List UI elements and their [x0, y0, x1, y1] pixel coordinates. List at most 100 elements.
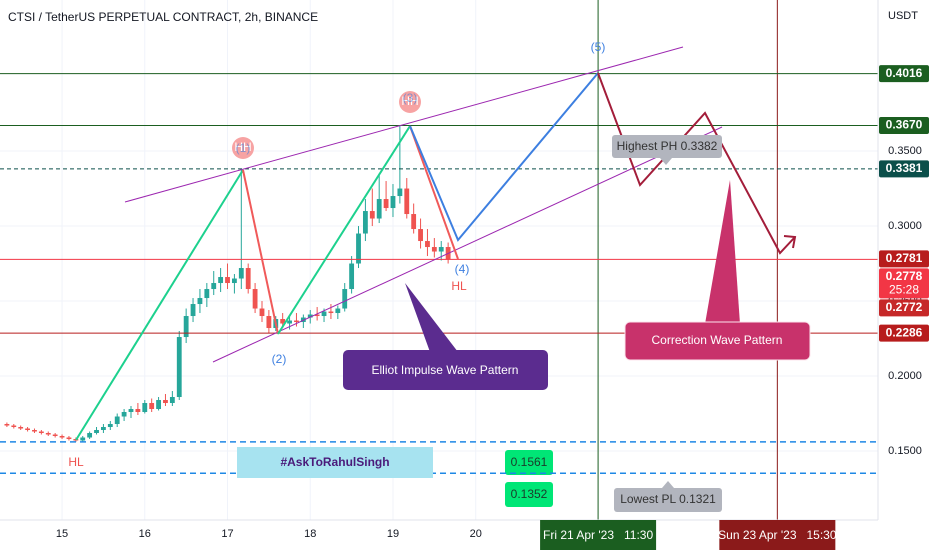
- channel-line: [124, 46, 684, 203]
- candle-body: [218, 277, 224, 284]
- candle-body: [280, 319, 286, 324]
- candle-body: [38, 431, 44, 434]
- impulse-pointer: [405, 283, 458, 352]
- candle-body: [245, 268, 251, 290]
- candle-body: [94, 430, 99, 434]
- hh-label: HH: [401, 94, 418, 108]
- impulse-label: Elliot Impulse Wave Pattern: [372, 363, 519, 377]
- hh-bubble: [232, 137, 254, 159]
- hl-label: HL: [68, 455, 84, 469]
- candle-body: [404, 188, 410, 215]
- candle-body: [4, 424, 10, 426]
- lowest-label: Lowest PL 0.1321: [620, 492, 716, 506]
- candle-body: [231, 278, 237, 284]
- candle-body: [101, 427, 106, 431]
- hl-label: HL: [451, 279, 467, 293]
- time-marker-label: Sun 23 Apr '23 15:30: [718, 528, 837, 542]
- candle-body: [383, 199, 389, 209]
- axes: 0.35000.30000.25000.20000.15001516171819…: [56, 65, 929, 550]
- time-marker-box: [719, 520, 836, 550]
- impulse-box: [343, 350, 548, 390]
- x-tick-label: 17: [221, 528, 233, 540]
- candle-body: [397, 188, 403, 197]
- candle-body: [135, 409, 141, 413]
- highest-pointer: [660, 158, 672, 165]
- highest-box: [612, 135, 722, 158]
- candle-body: [294, 320, 299, 323]
- y-tick-label: 0.3000: [888, 220, 922, 232]
- candle-body: [59, 436, 65, 438]
- candle-body: [328, 311, 334, 314]
- candle-body: [287, 320, 292, 324]
- candle-body: [376, 199, 382, 219]
- wave-label: (3): [403, 91, 418, 105]
- wave-label: (5): [591, 40, 606, 54]
- price-tag-label: 0.3670: [886, 118, 923, 132]
- price-tag-label: 0.2781: [886, 251, 923, 265]
- candle-body: [176, 337, 182, 398]
- level-label: 0.1352: [511, 487, 548, 501]
- time-marker-box: [540, 520, 657, 550]
- currency-label: USDT: [888, 10, 918, 22]
- hh-bubble: [399, 91, 421, 113]
- wave-label: (1): [236, 141, 251, 155]
- countdown-label: 25:28: [889, 283, 919, 297]
- levels: 0.1561 0.1352: [0, 0, 878, 520]
- y-tick-label: 0.2000: [888, 370, 922, 382]
- candle-body: [169, 397, 175, 404]
- candle-body: [204, 289, 210, 299]
- candle-body: [149, 403, 155, 410]
- candle-body: [356, 233, 361, 264]
- candle-body: [390, 196, 396, 209]
- wave-line: [409, 72, 599, 242]
- hh-label: HH: [234, 140, 251, 154]
- candle-body: [11, 425, 17, 428]
- candle-body: [45, 433, 51, 435]
- candle-body: [121, 412, 127, 417]
- channel-line: [212, 126, 723, 363]
- candle-body: [128, 409, 134, 413]
- wave-line: [277, 125, 411, 335]
- wave-line: [242, 169, 279, 335]
- price-tag: [879, 65, 929, 83]
- candle-body: [80, 437, 86, 441]
- correction-pointer: [705, 180, 740, 324]
- wave-label: (2): [272, 352, 287, 366]
- time-marker-label: Fri 21 Apr '23 11:30: [543, 528, 653, 542]
- candle-body: [52, 434, 58, 437]
- price-tag-label: 0.2772: [886, 300, 923, 314]
- price-tag: [879, 250, 929, 268]
- lowest-pointer: [662, 481, 674, 488]
- annotations: HH HH (1) (3) (2) (4) (5) HL HL Highest …: [68, 40, 811, 512]
- price-tag-label: 0.4016: [886, 66, 923, 80]
- level-box: [505, 450, 553, 475]
- x-tick-label: 16: [139, 528, 151, 540]
- price-tag-label: 0.3381: [886, 161, 923, 175]
- candle-body: [238, 268, 244, 279]
- candle-body: [349, 263, 355, 290]
- grid: [0, 0, 878, 520]
- candle-body: [411, 214, 417, 230]
- arrow-head: [783, 235, 797, 249]
- correction-box: [624, 321, 811, 361]
- correction-label: Correction Wave Pattern: [652, 333, 783, 347]
- candle-body: [369, 211, 375, 219]
- candle-body: [321, 311, 327, 317]
- candle-body: [425, 241, 430, 248]
- candle-body: [314, 314, 320, 317]
- candle-body: [107, 424, 113, 428]
- price-tag: [879, 299, 929, 317]
- x-tick-label: 18: [304, 528, 316, 540]
- candle-body: [87, 433, 93, 438]
- candle-body: [418, 229, 423, 242]
- candle-body: [197, 298, 203, 305]
- candle-body: [156, 400, 161, 410]
- lowest-box: [614, 488, 722, 512]
- hashtag-label: #AskToRahulSingh: [280, 455, 389, 469]
- candle-body: [431, 247, 437, 252]
- x-tick-label: 19: [387, 528, 399, 540]
- price-tag-label: 0.2286: [886, 325, 923, 339]
- price-tag: [879, 117, 929, 135]
- candle-body: [225, 277, 230, 284]
